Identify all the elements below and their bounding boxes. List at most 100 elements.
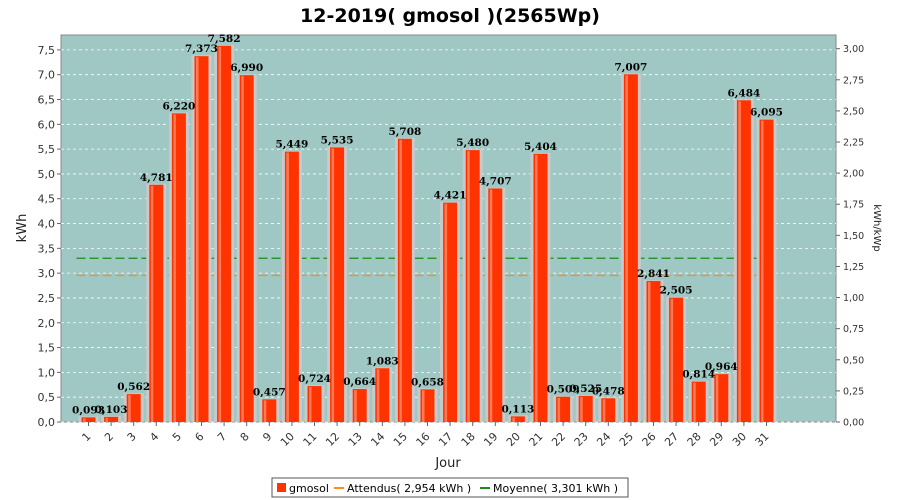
- data-label: 0,724: [298, 373, 331, 385]
- bar-highlight: [648, 282, 651, 422]
- y-axis-right: 0,00 0,25 0,50 0,75 1,00 1,25 1,50 1,75 2,00 2,25…: [836, 44, 864, 429]
- legend-box: [271, 477, 629, 498]
- x-tick-label: 4: [147, 430, 161, 444]
- legend-swatch-gmosol: [277, 483, 286, 492]
- y-tick-label: 1,0: [38, 366, 56, 379]
- bar-highlight: [580, 396, 583, 422]
- y-tick-label: 7,0: [38, 69, 56, 82]
- y-tick-label: 7,5: [38, 44, 56, 57]
- bar-highlight: [105, 417, 109, 422]
- data-label: 7,373: [185, 43, 218, 55]
- y-tick-label: 3,5: [38, 242, 56, 255]
- data-label: 0,525: [569, 383, 602, 395]
- bar-highlight: [512, 417, 515, 422]
- x-tick-label: 30: [730, 430, 749, 449]
- data-label: 0,103: [95, 404, 128, 416]
- data-label: 2,841: [637, 268, 670, 280]
- x-tick-label: 3: [125, 430, 139, 444]
- y-right-tick-label: 0,50: [843, 355, 864, 366]
- bar-highlight: [83, 418, 86, 422]
- x-tick-label: 16: [414, 430, 433, 449]
- y-right-tick-label: 2,25: [843, 138, 864, 149]
- y-tick-label: 4,0: [38, 218, 56, 231]
- data-label: 5,404: [524, 141, 557, 153]
- data-label: 6,990: [230, 62, 263, 74]
- bar-day-20: [510, 416, 525, 422]
- data-label: 1,083: [366, 355, 399, 367]
- data-label: 5,708: [388, 126, 421, 138]
- data-label: 5,535: [321, 134, 354, 146]
- x-tick-label: 21: [527, 430, 546, 449]
- x-tick-label: 18: [459, 430, 478, 449]
- y-tick-label: 0,5: [38, 391, 56, 404]
- x-tick-label: 1: [79, 430, 93, 444]
- x-tick-label: 25: [617, 430, 636, 449]
- data-label: 4,707: [479, 175, 512, 187]
- legend-label-moyenne: Moyenne( 3,301 kWh ): [493, 482, 618, 495]
- y-right-tick-label: 2,00: [843, 169, 864, 180]
- bar-highlight: [625, 75, 628, 422]
- x-tick-label: 15: [391, 430, 410, 449]
- y-axis-right-label: kWh/kWp: [871, 204, 882, 251]
- bar-highlight: [218, 46, 222, 422]
- y-right-tick-label: 1,50: [843, 231, 864, 242]
- data-label: 0,658: [411, 376, 444, 388]
- bar-highlight: [241, 76, 244, 422]
- bar-highlight: [286, 152, 289, 423]
- x-axis: 1 2 3 4 5 6 7 8 9 10 11 12 13 14 15 16 17 18 19 20 21 22 23 24 2…: [79, 422, 772, 449]
- x-tick-label: 12: [323, 430, 342, 449]
- y-right-tick-label: 1,00: [843, 293, 864, 304]
- x-tick-label: 22: [549, 430, 568, 449]
- y-right-tick-label: 1,25: [843, 262, 864, 273]
- data-label: 7,007: [614, 61, 647, 73]
- y-tick-label: 2,5: [38, 292, 56, 305]
- bar-highlight: [693, 382, 696, 422]
- bar-highlight: [376, 369, 380, 422]
- y-tick-label: 6,5: [38, 94, 56, 107]
- x-tick-label: 26: [640, 430, 659, 449]
- data-label: 0,093: [72, 404, 105, 416]
- data-label: 0,814: [682, 369, 715, 381]
- x-tick-label: 9: [260, 430, 274, 444]
- bar-highlight: [399, 139, 402, 422]
- bar-highlight: [670, 298, 674, 422]
- y-right-tick-label: 0,75: [843, 324, 864, 335]
- x-tick-label: 24: [594, 430, 613, 449]
- y-tick-label: 5,0: [38, 168, 56, 181]
- legend: gmosol Attendus( 2,954 kWh ) Moyenne( 3,30…: [271, 477, 629, 498]
- y-right-tick-label: 2,75: [843, 75, 864, 86]
- x-tick-label: 19: [481, 430, 500, 449]
- x-tick-label: 27: [662, 430, 681, 449]
- data-label: 5,480: [456, 137, 489, 149]
- y-right-tick-label: 0,25: [843, 386, 864, 397]
- x-tick-label: 2: [102, 430, 116, 444]
- y-axis-left: 0,0 0,5 1,0 1,5 2,0 2,5 3,0 3,5 4,0 4,5 5,0 5,5 6,0 6…: [38, 44, 61, 429]
- bar-highlight: [535, 154, 538, 422]
- y-tick-label: 6,0: [38, 118, 56, 131]
- bar-highlight: [422, 390, 425, 422]
- bar-highlight: [331, 148, 335, 422]
- data-label: 6,220: [162, 100, 195, 112]
- y-right-tick-label: 0,00: [843, 418, 864, 429]
- bar-highlight: [196, 57, 199, 423]
- y-tick-label: 1,5: [38, 342, 56, 355]
- data-label: 0,664: [343, 376, 376, 388]
- y-tick-label: 0,0: [38, 416, 56, 429]
- x-tick-label: 17: [436, 430, 455, 449]
- y-tick-label: 3,0: [38, 267, 56, 280]
- bar-day-2: [104, 416, 119, 422]
- x-tick-label: 20: [504, 430, 523, 449]
- data-label: 6,484: [727, 87, 760, 99]
- y-axis-label: kWh: [15, 214, 30, 243]
- bar-highlight: [489, 189, 493, 422]
- legend-label-attendus: Attendus( 2,954 kWh ): [347, 482, 471, 495]
- data-label: 0,964: [705, 361, 738, 373]
- bar-highlight: [309, 387, 312, 422]
- y-tick-label: 2,0: [38, 317, 56, 330]
- data-label: 0,509: [547, 384, 580, 396]
- bar-highlight: [150, 185, 154, 422]
- x-tick-label: 13: [346, 430, 365, 449]
- data-label: 4,421: [434, 190, 467, 202]
